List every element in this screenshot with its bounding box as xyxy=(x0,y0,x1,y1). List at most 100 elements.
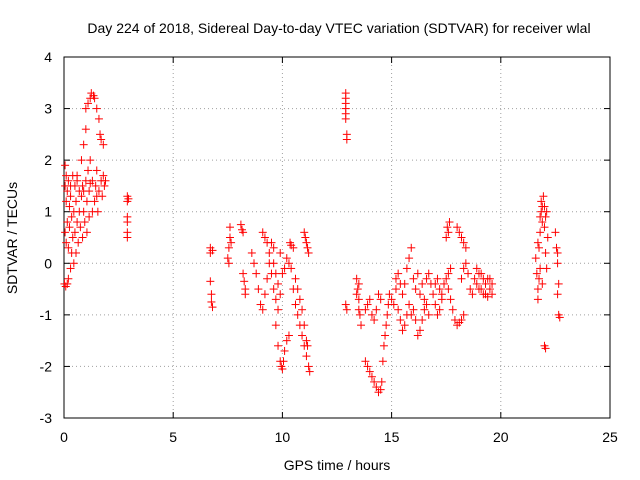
data-point xyxy=(269,285,278,294)
data-point xyxy=(240,277,249,286)
data-point xyxy=(208,303,217,312)
data-point xyxy=(440,279,449,288)
data-point xyxy=(372,383,381,392)
data-point xyxy=(68,233,77,242)
data-point xyxy=(66,264,75,273)
data-point xyxy=(64,243,73,252)
data-point xyxy=(342,305,351,314)
data-point xyxy=(383,310,392,319)
data-point xyxy=(477,285,486,294)
data-point xyxy=(461,243,470,252)
data-point xyxy=(282,336,291,345)
x-tick-label: 15 xyxy=(384,429,400,445)
data-point xyxy=(300,228,309,237)
data-point xyxy=(64,176,73,185)
data-point xyxy=(298,331,307,340)
data-point xyxy=(433,274,442,283)
data-point xyxy=(96,130,105,139)
data-point xyxy=(382,321,391,330)
data-point xyxy=(269,259,278,268)
data-point xyxy=(365,367,374,376)
data-point xyxy=(444,228,453,237)
data-point xyxy=(302,352,311,361)
data-point xyxy=(63,187,72,196)
data-point xyxy=(207,290,216,299)
data-point xyxy=(302,238,311,247)
data-point xyxy=(265,248,274,257)
data-point xyxy=(256,300,265,309)
data-point xyxy=(552,243,561,252)
data-point xyxy=(305,367,314,376)
data-point xyxy=(303,243,312,252)
data-point xyxy=(78,181,87,190)
data-point xyxy=(459,264,468,273)
data-point xyxy=(531,254,540,263)
data-point xyxy=(293,285,302,294)
data-point xyxy=(271,295,280,304)
data-point xyxy=(396,316,405,325)
data-point xyxy=(431,300,440,309)
data-point xyxy=(405,300,414,309)
y-tick-labels: -3 -2 -1 0 1 2 3 4 xyxy=(40,49,53,426)
data-point xyxy=(66,192,75,201)
data-point xyxy=(407,243,416,252)
data-point xyxy=(84,166,93,175)
data-point xyxy=(267,238,276,247)
data-point xyxy=(459,310,468,319)
data-point xyxy=(429,290,438,299)
data-point xyxy=(455,228,464,237)
data-point xyxy=(445,218,454,227)
data-point xyxy=(394,305,403,314)
data-point xyxy=(269,243,278,252)
data-point xyxy=(224,259,233,268)
data-point xyxy=(485,274,494,283)
data-point xyxy=(74,238,83,247)
data-point xyxy=(535,243,544,252)
data-point xyxy=(540,223,549,232)
data-point xyxy=(398,290,407,299)
data-point xyxy=(72,248,81,257)
data-point xyxy=(539,192,548,201)
data-point xyxy=(91,181,100,190)
plot-frame xyxy=(63,56,611,419)
data-point xyxy=(94,114,103,123)
data-point xyxy=(271,321,280,330)
data-point xyxy=(367,310,376,319)
data-point xyxy=(254,285,263,294)
data-point xyxy=(431,279,440,288)
data-point xyxy=(472,279,481,288)
data-point xyxy=(77,156,86,165)
data-point xyxy=(378,357,387,366)
data-point xyxy=(82,197,91,206)
data-point xyxy=(287,264,296,273)
data-point xyxy=(123,218,132,227)
data-point xyxy=(69,259,78,268)
data-point xyxy=(424,310,433,319)
data-point xyxy=(541,212,550,221)
data-point xyxy=(537,197,546,206)
data-point xyxy=(542,207,551,216)
data-point xyxy=(274,341,283,350)
data-point xyxy=(437,290,446,299)
data-point xyxy=(385,290,394,299)
data-point xyxy=(446,295,455,304)
data-points xyxy=(60,89,564,397)
x-tick-label: 5 xyxy=(169,429,177,445)
data-point xyxy=(258,305,267,314)
data-point xyxy=(236,220,245,229)
data-point xyxy=(355,310,364,319)
data-point xyxy=(389,300,398,309)
data-point xyxy=(302,336,311,345)
data-point xyxy=(99,140,108,149)
data-point xyxy=(424,269,433,278)
data-point xyxy=(363,362,372,371)
data-point xyxy=(553,290,562,299)
data-point xyxy=(298,305,307,314)
data-point xyxy=(303,341,312,350)
data-point xyxy=(289,243,298,252)
data-point xyxy=(61,228,70,237)
data-point xyxy=(304,362,313,371)
data-point xyxy=(84,99,93,108)
data-point xyxy=(543,233,552,242)
